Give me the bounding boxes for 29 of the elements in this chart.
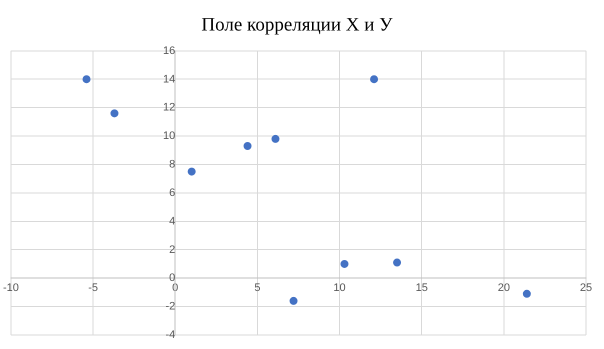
point: [290, 296, 298, 305]
point: [522, 290, 531, 298]
y-tick-label: 6: [169, 186, 176, 199]
x-tick-label: 10: [333, 282, 346, 294]
chart-title: Поле корреляции Х и У: [201, 14, 394, 36]
y-tick-label: 2: [169, 244, 176, 256]
y-tick-label: 0: [169, 272, 176, 284]
point: [271, 134, 280, 143]
y-tick-label: 10: [163, 130, 176, 142]
point: [188, 168, 196, 176]
y-tick-label: 8: [169, 158, 176, 171]
x-tick-label: 20: [498, 282, 510, 294]
y-tick-label: 12: [163, 102, 176, 114]
x-tick-label: 25: [580, 282, 592, 294]
y-tick-label: 4: [169, 215, 176, 228]
y-tick-label: 14: [163, 73, 176, 86]
point: [110, 109, 118, 118]
x-tick-label: 15: [416, 282, 428, 294]
point: [393, 258, 402, 267]
point: [244, 142, 252, 150]
x-tick-label: -5: [88, 282, 98, 294]
x-tick-label: -10: [2, 282, 19, 294]
point: [82, 75, 91, 84]
x-tick-label: 5: [254, 282, 260, 294]
point: [370, 75, 378, 84]
y-tick-label: 16: [163, 44, 176, 57]
y-tick-label: -4: [165, 329, 176, 342]
y-tick-label: -2: [165, 300, 176, 313]
point: [340, 260, 348, 268]
